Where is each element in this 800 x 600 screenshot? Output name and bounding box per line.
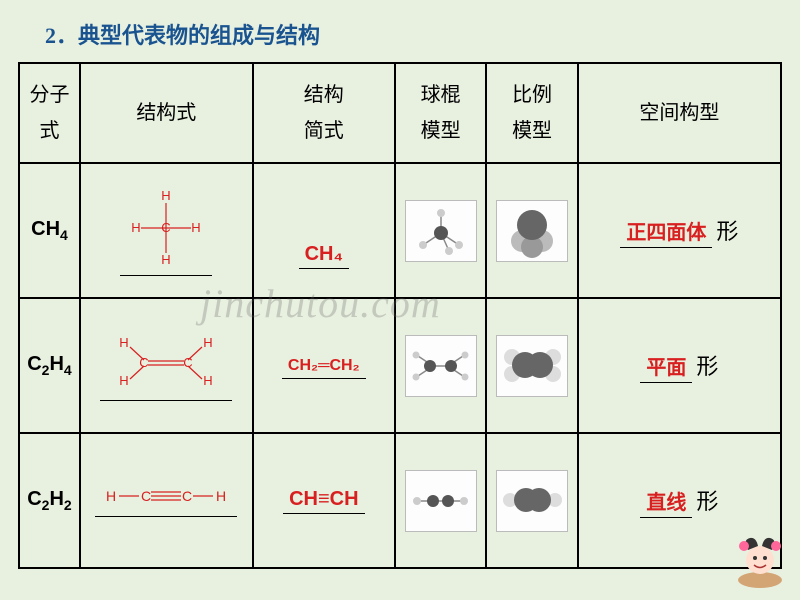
cell-scale (486, 433, 577, 568)
svg-text:H: H (204, 335, 213, 350)
table-header-row: 分子式 结构式 结构简式 球棍模型 比例模型 空间构型 (19, 63, 781, 163)
hdr-scale: 比例模型 (486, 63, 577, 163)
svg-text:H: H (162, 252, 171, 267)
cell-scale (486, 298, 577, 433)
cell-formula: C2H2 (19, 433, 80, 568)
hdr-condensed: 结构简式 (253, 63, 395, 163)
scale-icon (500, 343, 565, 388)
scale-icon (500, 483, 565, 518)
mascot-icon (730, 532, 790, 592)
svg-text:H: H (192, 220, 201, 235)
cell-condensed: CH₂═CH₂ (253, 298, 395, 433)
hdr-formula: 分子式 (19, 63, 80, 163)
cell-formula: C2H4 (19, 298, 80, 433)
struct-svg-c2h2: HC CH (101, 484, 231, 508)
hdr-shape: 空间构型 (578, 63, 781, 163)
cell-ballstick (395, 433, 486, 568)
svg-text:H: H (106, 488, 116, 504)
svg-text:H: H (120, 335, 129, 350)
svg-text:H: H (120, 373, 129, 388)
svg-text:C: C (182, 488, 192, 504)
structure-table: 分子式 结构式 结构简式 球棍模型 比例模型 空间构型 CH4 C (18, 62, 782, 569)
svg-text:H: H (204, 373, 213, 388)
table-row: C2H2 H C C H CH≡CH (19, 433, 781, 568)
ballstick-icon (411, 203, 471, 258)
cell-formula: CH4 (19, 163, 80, 298)
cell-structural: HC CH (80, 433, 253, 568)
cell-condensed: CH≡CH (253, 433, 395, 568)
struct-svg-ch4: C H H H H (126, 188, 206, 268)
cell-shape: 平面形 (578, 298, 781, 433)
hdr-structural: 结构式 (80, 63, 253, 163)
svg-text:H: H (216, 488, 226, 504)
scale-icon (502, 203, 562, 258)
svg-text:C: C (140, 355, 149, 370)
ballstick-icon (408, 346, 473, 386)
cell-structural: C H H H H (80, 163, 253, 298)
svg-text:C: C (184, 355, 193, 370)
ballstick-icon (408, 486, 473, 516)
cell-shape: 正四面体形 (578, 163, 781, 298)
svg-text:H: H (162, 188, 171, 203)
cell-structural: C C H H H H (80, 298, 253, 433)
svg-text:H: H (132, 220, 141, 235)
cell-condensed: CH₄ (253, 163, 395, 298)
table-row: C2H4 C C H H H H CH₂═CH₂ (19, 298, 781, 433)
cell-ballstick (395, 163, 486, 298)
cell-ballstick (395, 298, 486, 433)
hdr-ballstick: 球棍模型 (395, 63, 486, 163)
table-row: CH4 C H H H H CH₄ (19, 163, 781, 298)
page-title: 2．典型代表物的组成与结构 (0, 0, 800, 50)
struct-svg-c2h4: C C H H H H (106, 333, 226, 393)
table-container: 分子式 结构式 结构简式 球棍模型 比例模型 空间构型 CH4 C (0, 50, 800, 569)
svg-text:C: C (162, 220, 171, 235)
svg-text:C: C (141, 488, 151, 504)
cell-scale (486, 163, 577, 298)
